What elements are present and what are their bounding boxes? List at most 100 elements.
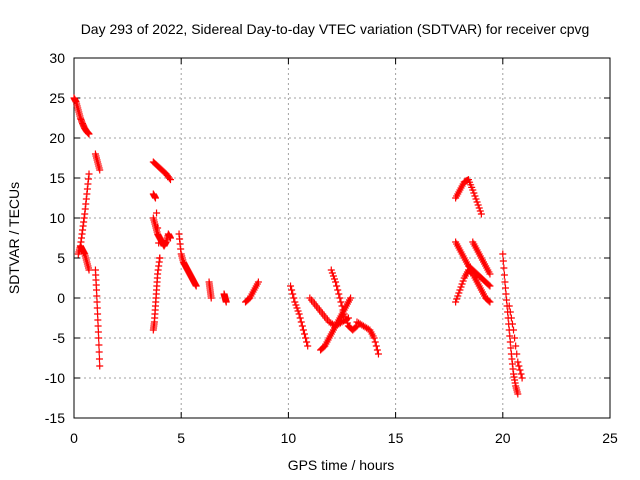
data-point [500,271,508,279]
series-arc-18h-low [452,266,494,306]
data-point [296,314,304,322]
data-point [485,281,493,289]
series-arc-6h [205,278,215,302]
data-point [474,201,482,209]
y-tick-label: 0 [57,290,65,306]
data-point [471,192,479,200]
data-point [372,342,380,350]
data-point [335,290,343,298]
data-point [332,278,340,286]
data-point [328,269,336,277]
data-point [300,330,308,338]
x-tick-label: 15 [388,430,404,446]
data-point [510,326,518,334]
x-axis-label: GPS time / hours [288,457,395,473]
axis-ticks: 0 5 10 15 20 25 -15 -10 -5 0 5 10 15 20 25 30 [45,50,618,446]
data-point [254,278,262,286]
data-point [459,277,467,285]
y-tick-label: 30 [49,50,65,66]
data-point [506,332,514,340]
data-point [166,234,174,242]
data-point [304,342,312,350]
data-point [222,298,230,306]
data-point [85,130,93,138]
series-arc-5h [175,230,200,290]
data-point [473,198,481,206]
data-point [85,266,93,274]
series-arc-4h-rise [149,254,164,334]
data-point [288,286,296,294]
data-point [469,186,477,194]
data-point [337,298,345,306]
data-point [96,362,104,370]
data-point [499,257,507,265]
data-point [93,292,101,300]
data-point [506,308,514,316]
data-point [506,338,514,346]
series-arc-18h-mid [452,238,494,290]
data-point [298,322,306,330]
series-arc-13h [353,318,382,358]
data-point [291,298,299,306]
data-point [499,250,507,258]
data-point [155,239,163,247]
data-point [166,176,174,184]
y-tick-label: -5 [53,330,66,346]
data-point [294,307,302,315]
data-point [295,310,303,318]
series-arc-18h-high [452,176,485,218]
data-point [454,292,462,300]
data-point [297,318,305,326]
data-point [94,322,102,330]
data-point [94,328,102,336]
data-point [505,302,513,310]
data-point [458,280,466,288]
series-arc-4h-high [149,158,174,184]
data-point [516,366,524,374]
data-point [347,294,355,302]
data-point [333,282,341,290]
series-arc-early-decline [70,94,93,138]
data-point [343,319,351,327]
data-point [453,295,461,303]
data-point [154,224,162,232]
data-point [95,341,103,349]
data-point [292,301,300,309]
data-point [508,320,516,328]
data-point [475,204,483,212]
data-point [477,210,485,218]
data-point [371,338,379,346]
data-point [514,390,522,398]
series-arc-19h [469,238,494,278]
data-point [165,174,173,182]
y-tick-label: -10 [45,370,65,386]
data-point [342,316,350,324]
x-tick-label: 10 [281,430,297,446]
data-point [156,254,164,262]
data-point [334,286,342,294]
data-point [96,166,104,174]
data-point [501,284,509,292]
data-point [518,374,526,382]
data-point [456,286,464,294]
data-point [502,290,510,298]
data-point [472,195,480,203]
x-tick-label: 20 [495,430,511,446]
data-point [470,189,478,197]
data-point [455,289,463,297]
y-tick-label: -15 [45,410,65,426]
data-point [500,264,508,272]
series-arc-8h [242,278,262,306]
data-point [303,338,311,346]
data-point [339,306,347,314]
data-point [517,370,525,378]
series-arc-10h [287,282,312,350]
x-tick-label: 0 [70,430,78,446]
y-tick-label: 15 [49,170,65,186]
data-point [503,296,511,304]
data-point [511,334,519,342]
data-point [338,302,346,310]
data-point [302,334,310,342]
data-point [94,316,102,324]
